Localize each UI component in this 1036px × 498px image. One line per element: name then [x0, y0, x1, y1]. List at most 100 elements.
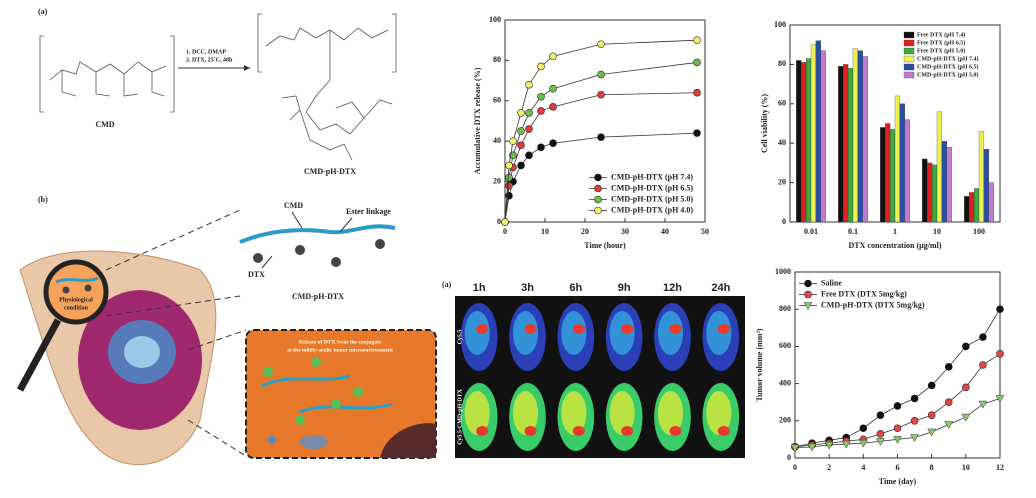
bar — [946, 146, 952, 223]
plot-frame — [504, 19, 706, 223]
marker — [525, 125, 533, 133]
legend-marker — [804, 279, 812, 288]
signal-core — [524, 426, 537, 436]
imaging-grid: 1h 3h 6h 9h 12h 24h Cy5.5 Cy5.5-CMD-pH-DTX — [457, 282, 740, 451]
bar — [838, 66, 844, 223]
x-axis-label: Time (day) — [879, 477, 917, 486]
magnifier-part — [16, 318, 62, 392]
bar — [964, 196, 970, 223]
legend-marker — [594, 184, 602, 193]
legend-label: CMD-pH-DTX (pH 6.5) — [917, 63, 979, 70]
signal — [657, 391, 684, 435]
marker — [876, 411, 885, 420]
y-tick-label: 80 — [778, 59, 786, 68]
signal — [464, 311, 490, 355]
x-tick-label: 0 — [793, 463, 797, 472]
bar — [894, 95, 901, 223]
y-tick-label: 80 — [493, 55, 501, 64]
signal — [561, 311, 587, 355]
panel-label: (a) — [38, 7, 48, 16]
bar — [815, 40, 821, 223]
signal — [657, 311, 684, 355]
bar — [810, 44, 817, 223]
marker — [893, 424, 902, 433]
row-label: Cy5.5-CMD-pH-DTX — [457, 388, 463, 444]
drug-bead — [253, 253, 263, 263]
marker — [962, 383, 970, 392]
tumor-part — [124, 336, 160, 368]
release-box-part — [295, 415, 305, 425]
x-tick-label: 4 — [861, 463, 865, 472]
marker — [693, 129, 701, 137]
marker — [961, 413, 971, 422]
magnifier-part — [55, 276, 99, 284]
marker — [597, 133, 605, 141]
conjugate-label: CMD-pH-DTX — [292, 292, 344, 301]
signal-core — [476, 426, 489, 436]
legend-marker — [804, 290, 812, 299]
marker — [962, 342, 970, 351]
time-label: 1h — [473, 282, 486, 294]
time-label: 24h — [711, 282, 730, 294]
y-axis-label: Accumulative DTX release (%) — [473, 67, 482, 174]
marker — [537, 62, 545, 71]
marker — [693, 58, 701, 67]
signal — [609, 311, 635, 355]
pointer — [261, 255, 273, 269]
marker — [996, 350, 1004, 358]
release-box-part — [331, 399, 341, 409]
marker — [944, 421, 954, 430]
signal-core — [572, 324, 585, 334]
release-box-part — [380, 423, 436, 458]
drug-label: DTX — [248, 270, 265, 279]
bar — [852, 48, 859, 223]
y-tick-label: 60 — [493, 96, 501, 105]
y-tick-label: 100 — [774, 20, 786, 29]
panel-label: (a) — [442, 280, 452, 289]
bar — [927, 162, 933, 223]
marker — [525, 80, 533, 89]
marker — [693, 36, 701, 45]
condition-label: condition — [64, 305, 89, 311]
x-tick-label: 1 — [893, 227, 897, 236]
legend-label: CMD-pH-DTX (pH 6.5) — [611, 183, 693, 192]
y-tick-label: 0 — [497, 217, 501, 226]
bar — [889, 129, 896, 223]
bar — [904, 119, 910, 223]
magnifier-part — [43, 259, 109, 325]
bar — [922, 158, 928, 223]
imaging-frame — [455, 296, 745, 458]
legend-label: Saline — [821, 278, 842, 287]
release-box-part — [300, 435, 328, 449]
signal — [706, 391, 732, 435]
y-tick-label: 200 — [779, 416, 791, 425]
marker — [807, 443, 817, 452]
y-tick-label: 0 — [787, 453, 791, 462]
legend-label: Free DTX (pH 6.5) — [917, 39, 965, 46]
signal-core — [669, 426, 682, 436]
bar — [885, 123, 891, 223]
legend-label: CMD-pH-DTX (pH 7.4) — [611, 172, 693, 181]
y-axis-label: Cell viability (%) — [760, 94, 769, 153]
x-tick-label: 10 — [541, 227, 549, 236]
legend-marker — [594, 173, 602, 182]
x-axis-label: DTX concentration (μg/ml) — [849, 241, 942, 250]
marker — [509, 137, 517, 145]
marker — [944, 398, 953, 407]
marker — [910, 434, 920, 443]
x-tick-label: 20 — [581, 227, 589, 236]
reactant-label: CMD — [95, 120, 114, 129]
signal-core — [717, 324, 730, 334]
x-axis-label: Time (hour) — [584, 241, 626, 250]
x-tick-label: 0 — [503, 227, 507, 236]
pointer — [291, 211, 303, 229]
product-structure-part — [257, 13, 397, 73]
marker — [525, 151, 533, 160]
marker — [549, 139, 557, 148]
signal — [609, 391, 635, 435]
condition: 2. DTX, 25˚C, 48h — [186, 56, 233, 63]
y-tick-label: 40 — [493, 136, 501, 145]
bar — [931, 164, 938, 223]
marker — [525, 109, 533, 117]
